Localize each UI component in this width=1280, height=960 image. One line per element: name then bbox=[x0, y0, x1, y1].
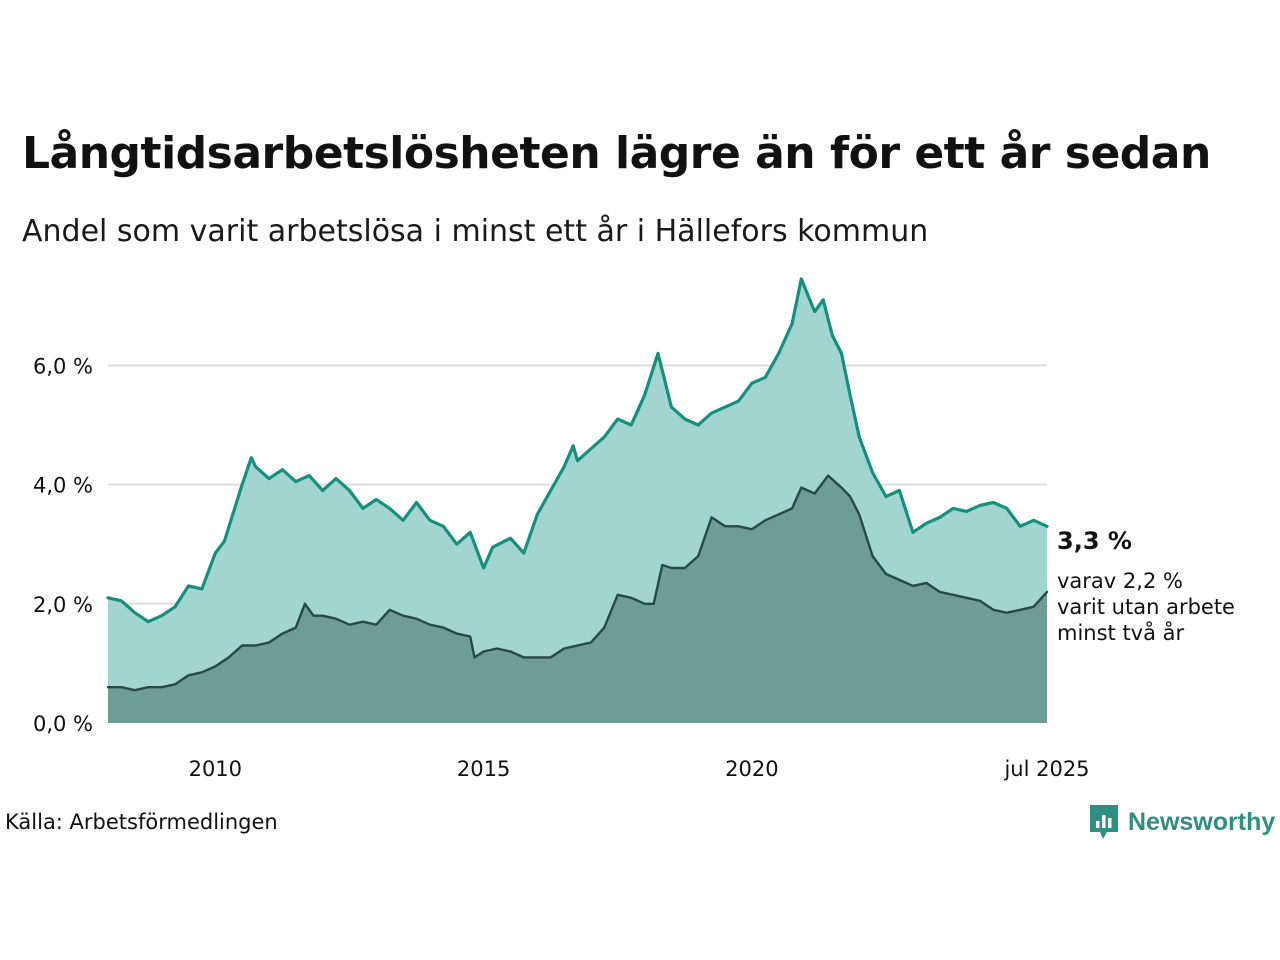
brand-logo: Newsworthy bbox=[1088, 803, 1275, 841]
x-axis-tick-labels: 2010 2015 2020 jul 2025 bbox=[189, 757, 1090, 781]
secondary-value-label: varit utan arbete bbox=[1057, 595, 1235, 619]
y-tick-label: 4,0 % bbox=[33, 474, 93, 498]
y-tick-label: 2,0 % bbox=[33, 593, 93, 617]
area-chart: 0,0 % 2,0 % 4,0 % 6,0 % 2010 2015 2020 jul 202… bbox=[33, 277, 1235, 781]
secondary-value-label: varav 2,2 % bbox=[1057, 569, 1183, 593]
y-tick-label: 6,0 % bbox=[33, 354, 93, 378]
x-tick-label: 2010 bbox=[189, 757, 242, 781]
secondary-value-label: minst två år bbox=[1057, 620, 1185, 645]
chart-areas bbox=[106, 277, 1049, 723]
bar-chart-speech-bubble-icon bbox=[1090, 805, 1118, 839]
chart-title: Långtidsarbetslösheten lägre än för ett … bbox=[22, 128, 1211, 179]
latest-value-label: 3,3 % bbox=[1057, 527, 1132, 555]
series-2-line bbox=[106, 474, 1049, 692]
series-1-line bbox=[106, 277, 1049, 624]
chart-subtitle: Andel som varit arbetslösa i minst ett å… bbox=[22, 214, 929, 249]
y-axis-tick-labels: 0,0 % 2,0 % 4,0 % 6,0 % bbox=[33, 354, 93, 736]
x-tick-label: 2015 bbox=[457, 757, 510, 781]
x-tick-label: jul 2025 bbox=[1003, 757, 1089, 781]
series-2-area bbox=[108, 475, 1047, 723]
y-tick-label: 0,0 % bbox=[33, 712, 93, 736]
x-tick-label: 2020 bbox=[725, 757, 778, 781]
brand-name: Newsworthy bbox=[1128, 807, 1276, 836]
source-note: Källa: Arbetsförmedlingen bbox=[5, 810, 278, 834]
